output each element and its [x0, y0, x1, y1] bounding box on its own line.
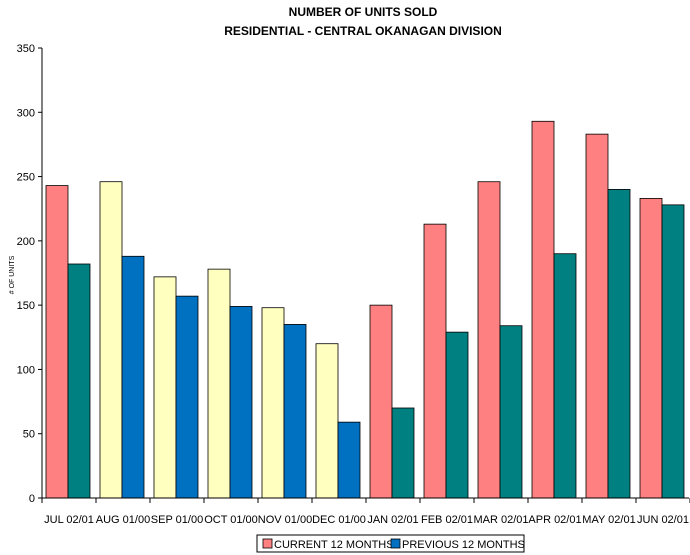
legend-box	[256, 534, 525, 553]
y-tick-label: 350	[17, 43, 35, 55]
bar-previous	[337, 421, 361, 499]
y-tick-label: 100	[17, 364, 35, 376]
y-tick-label: 50	[23, 429, 35, 441]
x-tick-label: APR 02/01	[528, 514, 581, 526]
x-tick-label: JAN 02/01	[367, 514, 418, 526]
bar-current	[315, 343, 339, 499]
y-tick-label: 0	[29, 493, 35, 505]
bar-previous	[553, 253, 577, 499]
y-axis-label: # OF UNITS	[9, 255, 16, 294]
chart-title: NUMBER OF UNITS SOLD	[289, 5, 438, 19]
legend-swatch-previous	[390, 538, 401, 549]
bar-current	[531, 120, 555, 499]
bar-previous	[661, 204, 685, 499]
bar-current	[639, 198, 663, 499]
bar-previous	[229, 306, 253, 499]
bar-current	[207, 268, 231, 499]
legend-label-current: CURRENT 12 MONTHS	[274, 539, 394, 551]
bar-previous	[175, 295, 199, 499]
y-tick-label: 150	[17, 300, 35, 312]
x-tick-label: AUG 01/00	[96, 514, 150, 526]
chart-subtitle: RESIDENTIAL - CENTRAL OKANAGAN DIVISION	[224, 24, 502, 38]
bar-current	[99, 181, 123, 499]
bar-previous	[607, 189, 631, 499]
bar-current	[423, 223, 447, 499]
y-axis-ticks: 0 50 100 150 200 250 300 350	[17, 43, 42, 505]
axes	[41, 48, 689, 499]
x-tick-label: OCT 01/00	[204, 514, 258, 526]
bar-current	[45, 185, 69, 499]
y-tick-label: 300	[17, 107, 35, 119]
x-tick-label: MAR 02/01	[473, 514, 528, 526]
bar-series	[45, 120, 685, 499]
bar-previous	[121, 255, 145, 499]
x-tick-label: FEB 02/01	[421, 514, 473, 526]
x-tick-label: SEP 01/00	[151, 514, 203, 526]
y-tick-label: 250	[17, 172, 35, 184]
x-tick-label: DEC 01/00	[312, 514, 366, 526]
legend-swatch-current	[262, 538, 273, 549]
legend: CURRENT 12 MONTHS PREVIOUS 12 MONTHS	[256, 534, 525, 553]
x-tick-label: MAY 02/01	[582, 514, 635, 526]
bar-previous	[445, 331, 469, 499]
bar-current	[369, 304, 393, 499]
x-axis-ticks: JUL 02/01 AUG 01/00 SEP 01/00 OCT 01/00 NOV …	[41, 498, 690, 526]
legend-label-previous: PREVIOUS 12 MONTHS	[402, 539, 525, 551]
bar-previous	[391, 407, 415, 499]
y-tick-label: 200	[17, 236, 35, 248]
bar-current	[477, 181, 501, 499]
x-tick-label: NOV 01/00	[258, 514, 312, 526]
bar-previous	[499, 325, 523, 499]
bar-previous	[67, 263, 91, 499]
bar-previous	[283, 324, 307, 499]
bar-current	[585, 133, 609, 499]
bar-current	[261, 307, 285, 499]
bar-current	[153, 276, 177, 499]
x-tick-label: JUL 02/01	[44, 514, 94, 526]
x-tick-label: JUN 02/01	[637, 514, 689, 526]
